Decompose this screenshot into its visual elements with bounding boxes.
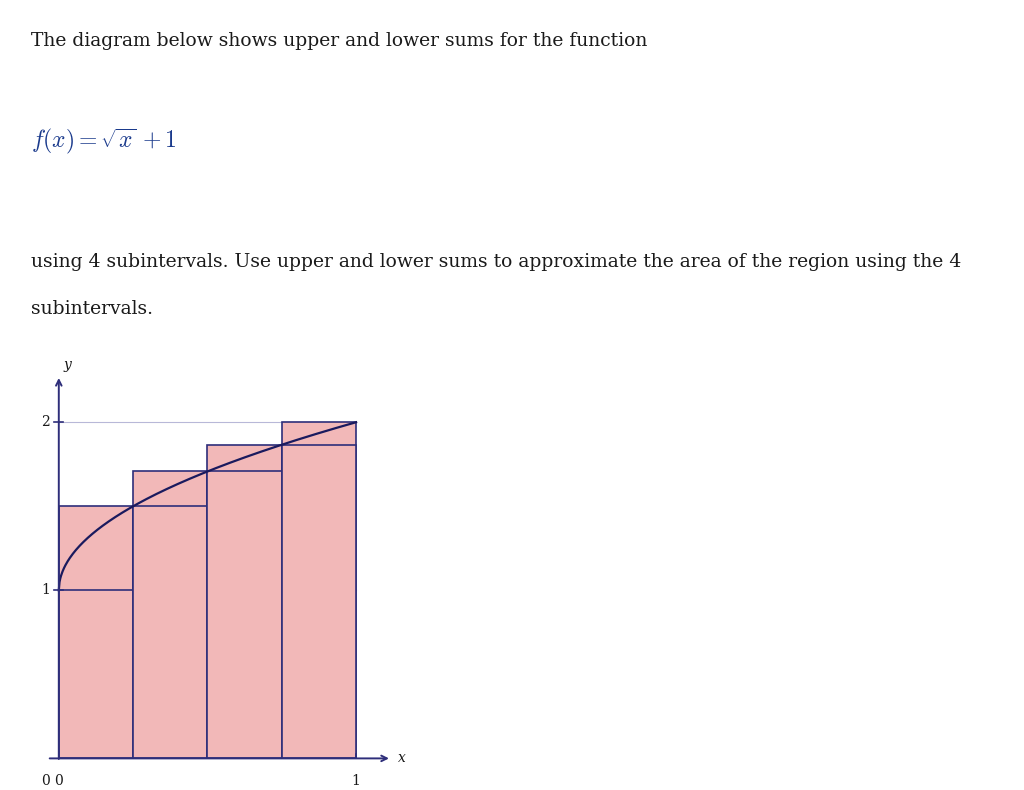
Text: The diagram below shows upper and lower sums for the function: The diagram below shows upper and lower … — [31, 32, 647, 50]
Bar — [58, 506, 133, 758]
Bar — [282, 445, 356, 758]
Text: y: y — [63, 358, 71, 372]
Text: $f(x) = \sqrt{x}\, +1$: $f(x) = \sqrt{x}\, +1$ — [31, 126, 176, 156]
Text: 0: 0 — [41, 773, 50, 788]
Bar — [208, 472, 282, 758]
Text: 0: 0 — [54, 773, 63, 788]
Text: 2: 2 — [41, 416, 50, 429]
Bar — [133, 506, 208, 758]
Bar — [133, 472, 208, 758]
Bar — [282, 422, 356, 758]
Text: 1: 1 — [351, 773, 360, 788]
Text: 1: 1 — [41, 583, 50, 597]
Bar — [208, 445, 282, 758]
Text: subintervals.: subintervals. — [31, 300, 153, 318]
Text: using 4 subintervals. Use upper and lower sums to approximate the area of the re: using 4 subintervals. Use upper and lowe… — [31, 253, 961, 271]
Text: x: x — [397, 751, 406, 766]
Bar — [58, 590, 133, 758]
